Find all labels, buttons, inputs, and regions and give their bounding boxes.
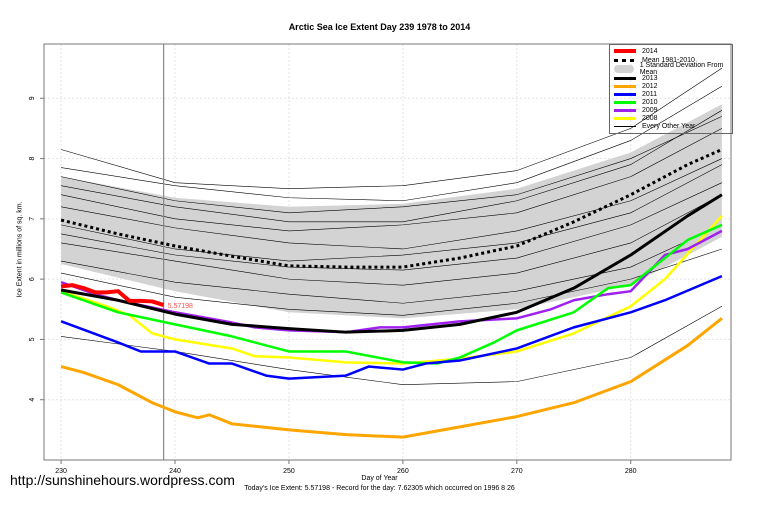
legend-label: 2008 — [642, 114, 658, 122]
legend-label: 2010 — [642, 98, 658, 106]
x-tick-label: 240 — [169, 468, 181, 475]
chart-title: Arctic Sea Ice Extent Day 239 1978 to 20… — [288, 22, 471, 32]
legend-label: Every Other Year — [642, 122, 696, 130]
other-year-line — [61, 67, 723, 189]
series-line-mean-1981-2010 — [60, 148, 723, 269]
other-year-line — [61, 128, 723, 232]
series-line-2011 — [60, 274, 723, 380]
plot-frame — [43, 43, 732, 461]
series-line-2010 — [60, 223, 723, 365]
legend: 2014 Mean 1981-2010 1 Standard Deviation… — [609, 44, 733, 134]
series-line-2012 — [60, 317, 723, 439]
series-line-2013 — [60, 193, 723, 334]
y-tick-label: 9 — [29, 96, 36, 100]
other-year-line — [61, 248, 722, 316]
other-year-line — [61, 305, 723, 385]
watermark-url: http://sunshinehours.wordpress.com — [10, 472, 235, 488]
y-tick-label: 7 — [29, 217, 36, 221]
legend-label: 2011 — [642, 90, 658, 98]
x-tick-label: 250 — [283, 468, 295, 475]
other-year-line — [61, 224, 723, 304]
legend-label: 2009 — [642, 106, 658, 114]
other-year-line — [61, 116, 723, 214]
other-year-line — [61, 110, 723, 223]
legend-item-mean: Mean 1981-2010 — [614, 56, 695, 64]
other-year-line — [61, 85, 723, 202]
x-tick-label: 270 — [511, 468, 523, 475]
legend-item-2013: 2013 — [614, 74, 658, 82]
legend-label: Mean 1981-2010 — [642, 56, 695, 64]
legend-label: 2014 — [642, 47, 658, 55]
legend-label: 2012 — [642, 82, 658, 90]
x-tick-label: 230 — [55, 468, 67, 475]
legend-label: 1 Standard Deviation From Mean — [639, 62, 724, 76]
legend-item-2012: 2012 — [614, 82, 658, 90]
y-tick-label: 4 — [29, 398, 36, 402]
chart-subtitle: Today's Ice Extent: 5.57198 - Record for… — [244, 485, 515, 492]
y-axis-label: Ice Extent in millions of sq. km. — [16, 201, 24, 298]
other-year-line — [61, 164, 723, 262]
y-tick-label: 6 — [29, 277, 36, 281]
series-line-2014 — [60, 283, 165, 307]
legend-item-std: 1 Standard Deviation From Mean — [614, 62, 732, 76]
legend-item-2011: 2011 — [614, 90, 657, 98]
other-year-line — [61, 194, 723, 286]
y-tick-label: 8 — [29, 157, 36, 161]
legend-item-other: Every Other Year — [614, 122, 695, 130]
legend-item-2014: 2014 — [614, 47, 658, 55]
annotation-value: 5.57198 — [168, 303, 193, 310]
x-tick-label: 280 — [625, 468, 637, 475]
std-dev-band — [61, 104, 722, 319]
legend-item-2008: 2008 — [614, 114, 658, 122]
other-year-line — [61, 158, 723, 250]
other-year-line — [61, 182, 723, 271]
legend-item-2010: 2010 — [614, 98, 658, 106]
y-tick-label: 5 — [29, 337, 36, 341]
series-line-2009 — [60, 229, 723, 334]
x-axis-label: Day of Year — [361, 475, 398, 482]
legend-item-2009: 2009 — [614, 106, 658, 114]
x-tick-label: 260 — [397, 468, 409, 475]
legend-label: 2013 — [642, 74, 658, 82]
